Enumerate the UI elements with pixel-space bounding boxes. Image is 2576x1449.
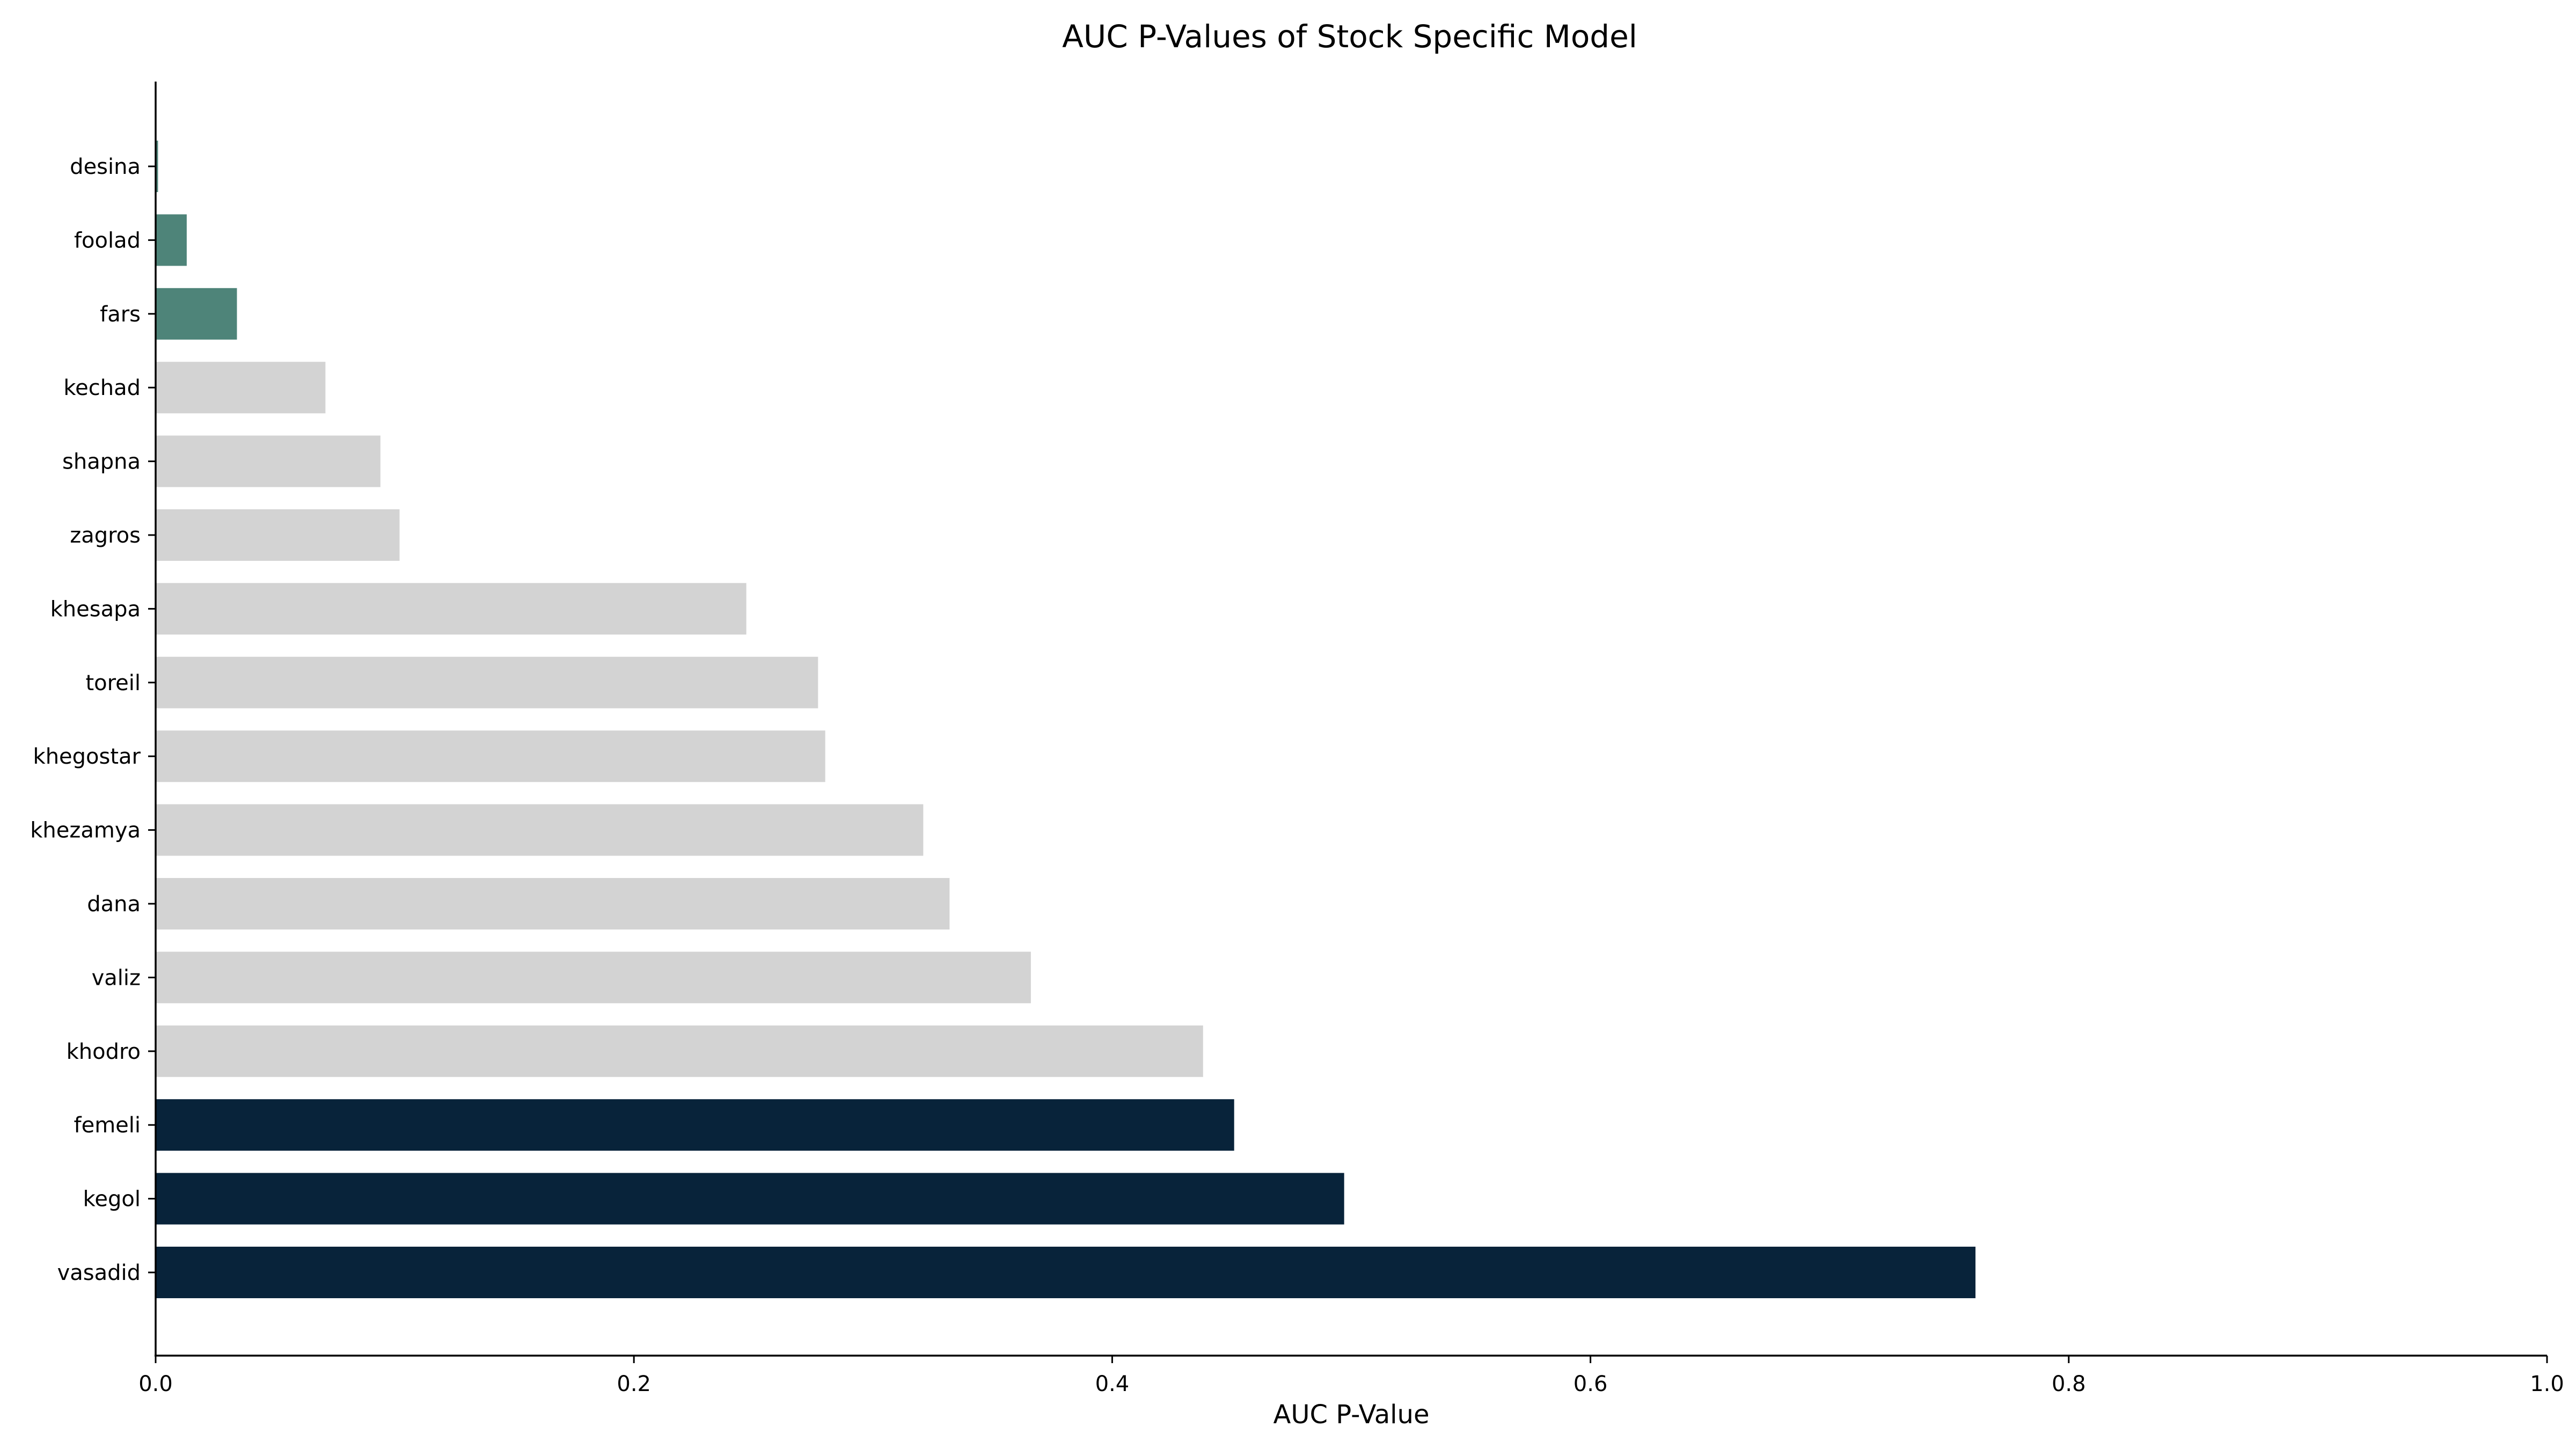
- bar-vasadid: [156, 1247, 1976, 1298]
- x-axis-title: AUC P-Value: [1274, 1400, 1430, 1430]
- bar-toreil: [156, 656, 818, 708]
- bar-fars: [156, 288, 237, 340]
- y-tick-label-vasadid: vasadid: [57, 1261, 141, 1285]
- y-tick-label-khezamya: khezamya: [30, 818, 141, 843]
- x-axis-ticks: 0.0 0.2 0.4 0.6 0.8 1.0: [138, 1356, 2564, 1396]
- y-tick-label-dana: dana: [87, 892, 141, 917]
- bar-valiz: [156, 952, 1031, 1004]
- x-tick-label: 0.8: [2052, 1372, 2086, 1396]
- chart-title: AUC P-Values of Stock Specific Model: [1062, 18, 1637, 55]
- y-axis-ticks: desina foolad fars kechad shapna zagros khesap…: [30, 155, 156, 1285]
- x-tick-label: 0.6: [1574, 1372, 1608, 1396]
- y-tick-label-kechad: kechad: [63, 376, 141, 400]
- y-tick-label-toreil: toreil: [85, 671, 141, 696]
- x-tick-label: 1.0: [2530, 1372, 2564, 1396]
- bar-foolad: [156, 214, 187, 266]
- x-tick-label: 0.2: [617, 1372, 651, 1396]
- y-tick-label-khesapa: khesapa: [50, 597, 141, 621]
- bar-kegol: [156, 1173, 1344, 1225]
- x-tick-label: 0.0: [138, 1372, 173, 1396]
- bar-kechad: [156, 362, 326, 414]
- y-tick-label-fars: fars: [100, 302, 141, 327]
- bar-khodro: [156, 1025, 1203, 1077]
- bar-khezamya: [156, 804, 924, 856]
- y-tick-label-femeli: femeli: [74, 1113, 141, 1138]
- bar-khegostar: [156, 730, 825, 782]
- y-tick-label-desina: desina: [70, 155, 141, 179]
- bar-femeli: [156, 1099, 1234, 1151]
- x-tick-label: 0.4: [1095, 1372, 1130, 1396]
- bar-khesapa: [156, 583, 747, 635]
- bars-group: [156, 141, 1976, 1298]
- bar-dana: [156, 878, 950, 930]
- y-tick-label-khodro: khodro: [67, 1040, 141, 1064]
- y-tick-label-zagros: zagros: [70, 523, 141, 548]
- bar-desina: [156, 141, 158, 192]
- y-tick-label-khegostar: khegostar: [33, 744, 141, 769]
- y-tick-label-kegol: kegol: [83, 1187, 141, 1212]
- bar-zagros: [156, 509, 400, 561]
- y-tick-label-valiz: valiz: [92, 965, 141, 990]
- y-tick-label-shapna: shapna: [62, 450, 141, 474]
- bar-shapna: [156, 435, 380, 487]
- y-tick-label-foolad: foolad: [74, 228, 141, 253]
